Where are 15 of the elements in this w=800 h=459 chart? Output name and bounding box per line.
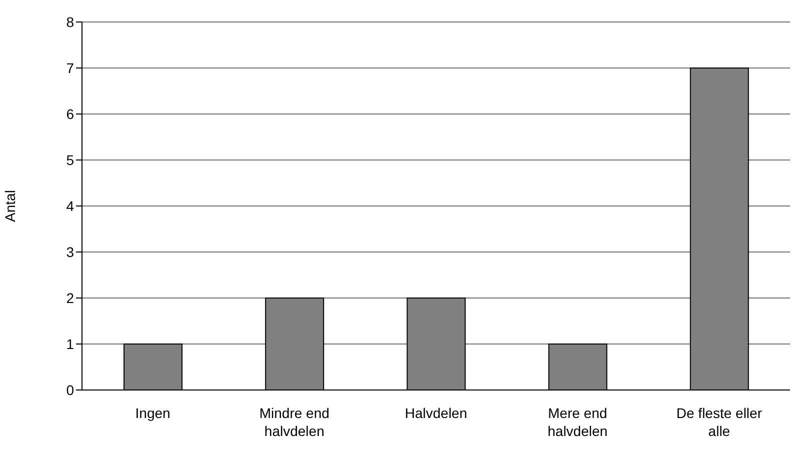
y-tick-label: 1 <box>66 336 74 352</box>
y-tick-label: 2 <box>66 290 74 306</box>
x-tick-label: Mindre end halvdelen <box>259 405 330 439</box>
x-tick-label: Mere end halvdelen <box>548 405 608 439</box>
y-tick-label: 0 <box>66 382 74 398</box>
x-tick-label: De fleste eller alle <box>676 405 762 439</box>
y-axis-title: Antal <box>2 190 18 222</box>
y-tick-label: 7 <box>66 60 74 76</box>
y-tick-label: 6 <box>66 106 74 122</box>
x-tick-label: Ingen <box>135 405 170 421</box>
x-tick-label: Halvdelen <box>404 405 468 421</box>
y-tick-label: 8 <box>66 14 74 30</box>
y-tick-label: 4 <box>66 198 74 214</box>
y-tick-label: 5 <box>66 152 74 168</box>
y-tick-label: 3 <box>66 244 74 260</box>
